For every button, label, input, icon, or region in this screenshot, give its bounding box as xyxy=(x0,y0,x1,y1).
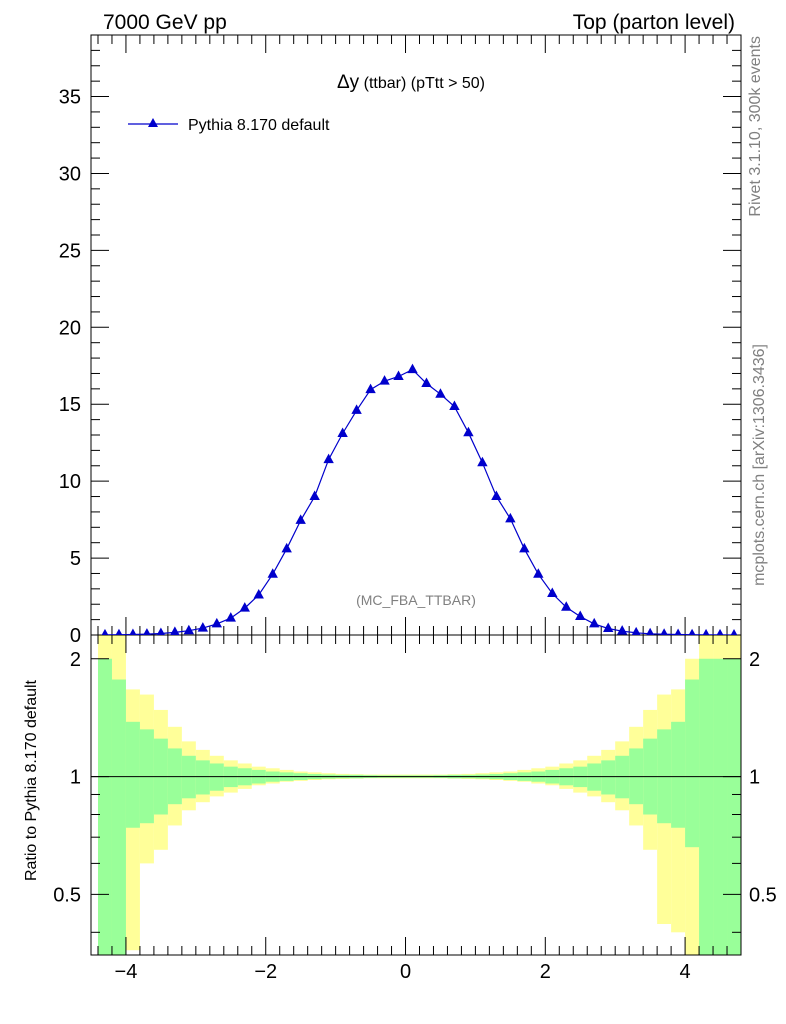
data-point xyxy=(421,377,432,387)
data-point xyxy=(351,404,362,414)
data-point xyxy=(393,370,404,381)
ratio-y-tick-label-right: 2 xyxy=(749,649,760,671)
main-y-tick-label: 35 xyxy=(59,87,81,109)
data-point xyxy=(170,626,180,635)
inner-band-bin xyxy=(727,658,741,955)
data-point xyxy=(197,622,209,632)
side-rivet-label: Rivet 3.1.10, 300k events xyxy=(747,36,764,217)
ratio-bands xyxy=(97,635,741,955)
data-point xyxy=(267,568,278,578)
data-point xyxy=(101,628,109,635)
data-point xyxy=(660,628,668,635)
inner-band-bin xyxy=(195,760,210,795)
ratio-y-axis-label: Ratio to Pythia 8.170 default xyxy=(23,679,40,881)
x-tick-label: 4 xyxy=(680,961,691,983)
inner-band-bin xyxy=(713,658,728,955)
main-y-tick-label: 0 xyxy=(70,625,81,647)
analysis-watermark: (MC_FBA_TTBAR) xyxy=(356,592,476,608)
data-point xyxy=(674,628,682,635)
main-y-tick-label: 20 xyxy=(59,317,81,339)
inner-band-bin xyxy=(209,763,224,791)
plot-title: Δy (ttbar) (pTtt > 50) xyxy=(337,72,485,93)
data-point xyxy=(129,628,137,635)
data-point xyxy=(631,626,641,635)
ratio-panel-frame xyxy=(90,634,742,956)
data-point xyxy=(519,542,530,553)
legend-marker xyxy=(148,118,158,127)
ratio-y-tick-label-right: 1 xyxy=(749,767,760,789)
data-point xyxy=(281,542,292,553)
data-point xyxy=(239,602,250,612)
data-point xyxy=(379,375,390,385)
data-point xyxy=(435,388,446,398)
data-point xyxy=(688,628,696,635)
data-point xyxy=(156,627,166,635)
data-point xyxy=(295,514,306,524)
data-point xyxy=(730,629,738,635)
header-right: Top (parton level) xyxy=(573,11,735,34)
data-point xyxy=(115,628,123,635)
data-point xyxy=(407,363,418,374)
data-point xyxy=(575,610,586,621)
data-point xyxy=(702,628,710,635)
inner-band-bin xyxy=(685,679,700,848)
main-y-tick-labels: 0 5 10 15 20 25 30 35 xyxy=(59,87,81,647)
data-point xyxy=(323,453,334,464)
ratio-y-tick-label: 2 xyxy=(70,649,81,671)
data-point xyxy=(449,400,460,411)
x-tick-label: 0 xyxy=(400,961,411,983)
inner-band-bin xyxy=(699,658,714,955)
main-y-tick-label: 25 xyxy=(59,240,81,262)
data-point xyxy=(183,624,195,635)
legend-label: Pythia 8.170 default xyxy=(188,117,330,134)
data-point xyxy=(143,628,151,635)
data-point xyxy=(547,587,558,597)
data-point xyxy=(533,568,544,578)
data-point xyxy=(491,490,502,501)
x-tick-labels: −4 −2 0 2 4 xyxy=(115,961,691,983)
main-y-tick-label: 10 xyxy=(59,471,81,493)
data-point xyxy=(561,601,572,611)
data-point xyxy=(225,612,236,622)
data-point xyxy=(337,427,348,437)
plot-title-rest: (ttbar) (pTtt > 50) xyxy=(359,75,485,92)
header-left: 7000 GeV pp xyxy=(103,11,227,34)
inner-band-bin xyxy=(587,763,602,791)
x-tick-label: −2 xyxy=(254,961,277,983)
data-point xyxy=(716,628,724,635)
inner-band-bin xyxy=(111,679,126,955)
ratio-y-tick-label: 1 xyxy=(70,767,81,789)
data-point xyxy=(309,490,320,501)
data-point xyxy=(646,627,655,635)
series-markers xyxy=(101,363,738,635)
main-y-tick-label: 5 xyxy=(70,548,81,570)
inner-band-bin xyxy=(601,760,616,795)
data-point xyxy=(505,512,516,523)
legend: Pythia 8.170 default xyxy=(128,117,330,134)
inner-band-bin xyxy=(671,721,686,828)
main-y-tick-label: 30 xyxy=(59,163,81,185)
main-y-tick-label: 15 xyxy=(59,394,81,416)
x-tick-label: 2 xyxy=(540,961,551,983)
data-point xyxy=(463,426,474,437)
data-point xyxy=(253,589,264,599)
inner-band-bin xyxy=(97,658,112,955)
data-point xyxy=(365,383,376,394)
series-line xyxy=(104,368,735,635)
plot-title-main: Δy xyxy=(337,72,360,93)
ratio-y-tick-label-right: 0.5 xyxy=(749,884,777,906)
inner-band-bin xyxy=(125,721,140,828)
data-point xyxy=(616,625,628,635)
data-point xyxy=(589,617,600,628)
ratio-y-tick-labels: 0.5 0.5 1 1 2 2 xyxy=(53,649,777,907)
data-point xyxy=(603,622,614,633)
ratio-y-tick-label: 0.5 xyxy=(53,884,81,906)
data-point xyxy=(211,617,223,628)
x-tick-label: −4 xyxy=(115,961,138,983)
side-mcplots-label: mcplots.cern.ch [arXiv:1306.3436] xyxy=(751,344,768,586)
data-point xyxy=(477,456,488,467)
